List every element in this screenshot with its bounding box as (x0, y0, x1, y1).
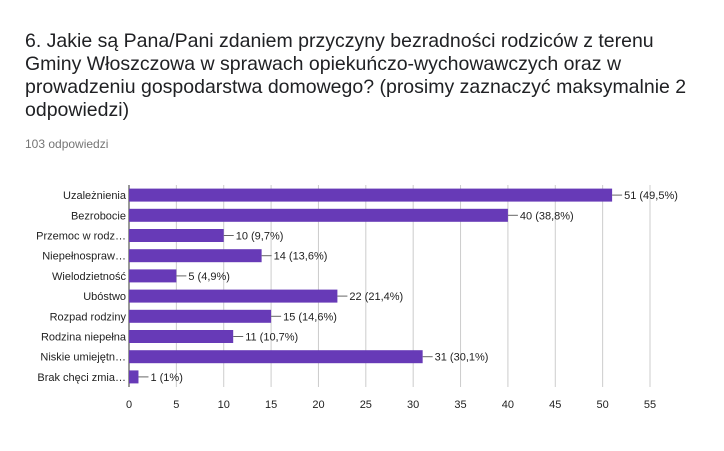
category-label: Brak chęci zmia… (37, 372, 126, 384)
bar (129, 249, 262, 263)
x-tick-label: 5 (173, 399, 179, 411)
data-label: 40 (38,8%) (520, 210, 574, 222)
bar (129, 208, 508, 222)
x-tick-label: 30 (407, 399, 419, 411)
data-label: 10 (9,7%) (236, 231, 284, 243)
labels: 0 5 10 15 20 25 30 35 40 45 50 55 Uzależnienia 51 (49… (36, 190, 678, 411)
category-label: Uzależnienia (63, 190, 127, 202)
category-label: Przemoc w rodz… (36, 231, 126, 243)
x-tick-label: 0 (126, 399, 132, 411)
x-tick-label: 20 (312, 399, 324, 411)
bar (129, 350, 423, 364)
x-tick-label: 15 (265, 399, 277, 411)
bar (129, 269, 177, 283)
data-label: 5 (4,9%) (188, 271, 230, 283)
data-label: 31 (30,1%) (435, 352, 489, 364)
data-label: 22 (21,4%) (349, 291, 403, 303)
category-label: Rodzina niepełna (41, 332, 127, 344)
bar (129, 370, 139, 384)
x-tick-label: 45 (549, 399, 561, 411)
response-count: 103 odpowiedzi (25, 137, 109, 151)
bar (129, 309, 272, 323)
x-tick-label: 40 (502, 399, 514, 411)
x-tick-label: 25 (360, 399, 372, 411)
question-title: 6. Jakie są Pana/Pani zdaniem przyczyny … (25, 30, 687, 121)
data-label: 11 (10,7%) (245, 332, 298, 344)
data-label: 1 (1%) (150, 372, 182, 384)
bars (129, 188, 613, 384)
x-tick-label: 35 (454, 399, 466, 411)
bar (129, 330, 234, 343)
bar (129, 229, 224, 242)
data-label: 51 (49,5%) (624, 190, 678, 202)
category-label: Ubóstwo (83, 291, 126, 303)
category-label: Niskie umiejętn… (40, 352, 126, 364)
data-label: 14 (13,6%) (274, 251, 328, 263)
bar (129, 188, 613, 202)
x-tick-label: 10 (218, 399, 230, 411)
category-label: Rozpad rodziny (50, 311, 127, 323)
category-label: Wielodzietność (52, 271, 126, 283)
category-label: Bezrobocie (71, 210, 126, 222)
bar (129, 289, 338, 303)
x-tick-label: 55 (644, 399, 656, 411)
data-label: 15 (14,6%) (283, 311, 337, 323)
x-tick-label: 50 (597, 399, 609, 411)
category-label: Niepełnospraw… (42, 251, 126, 263)
